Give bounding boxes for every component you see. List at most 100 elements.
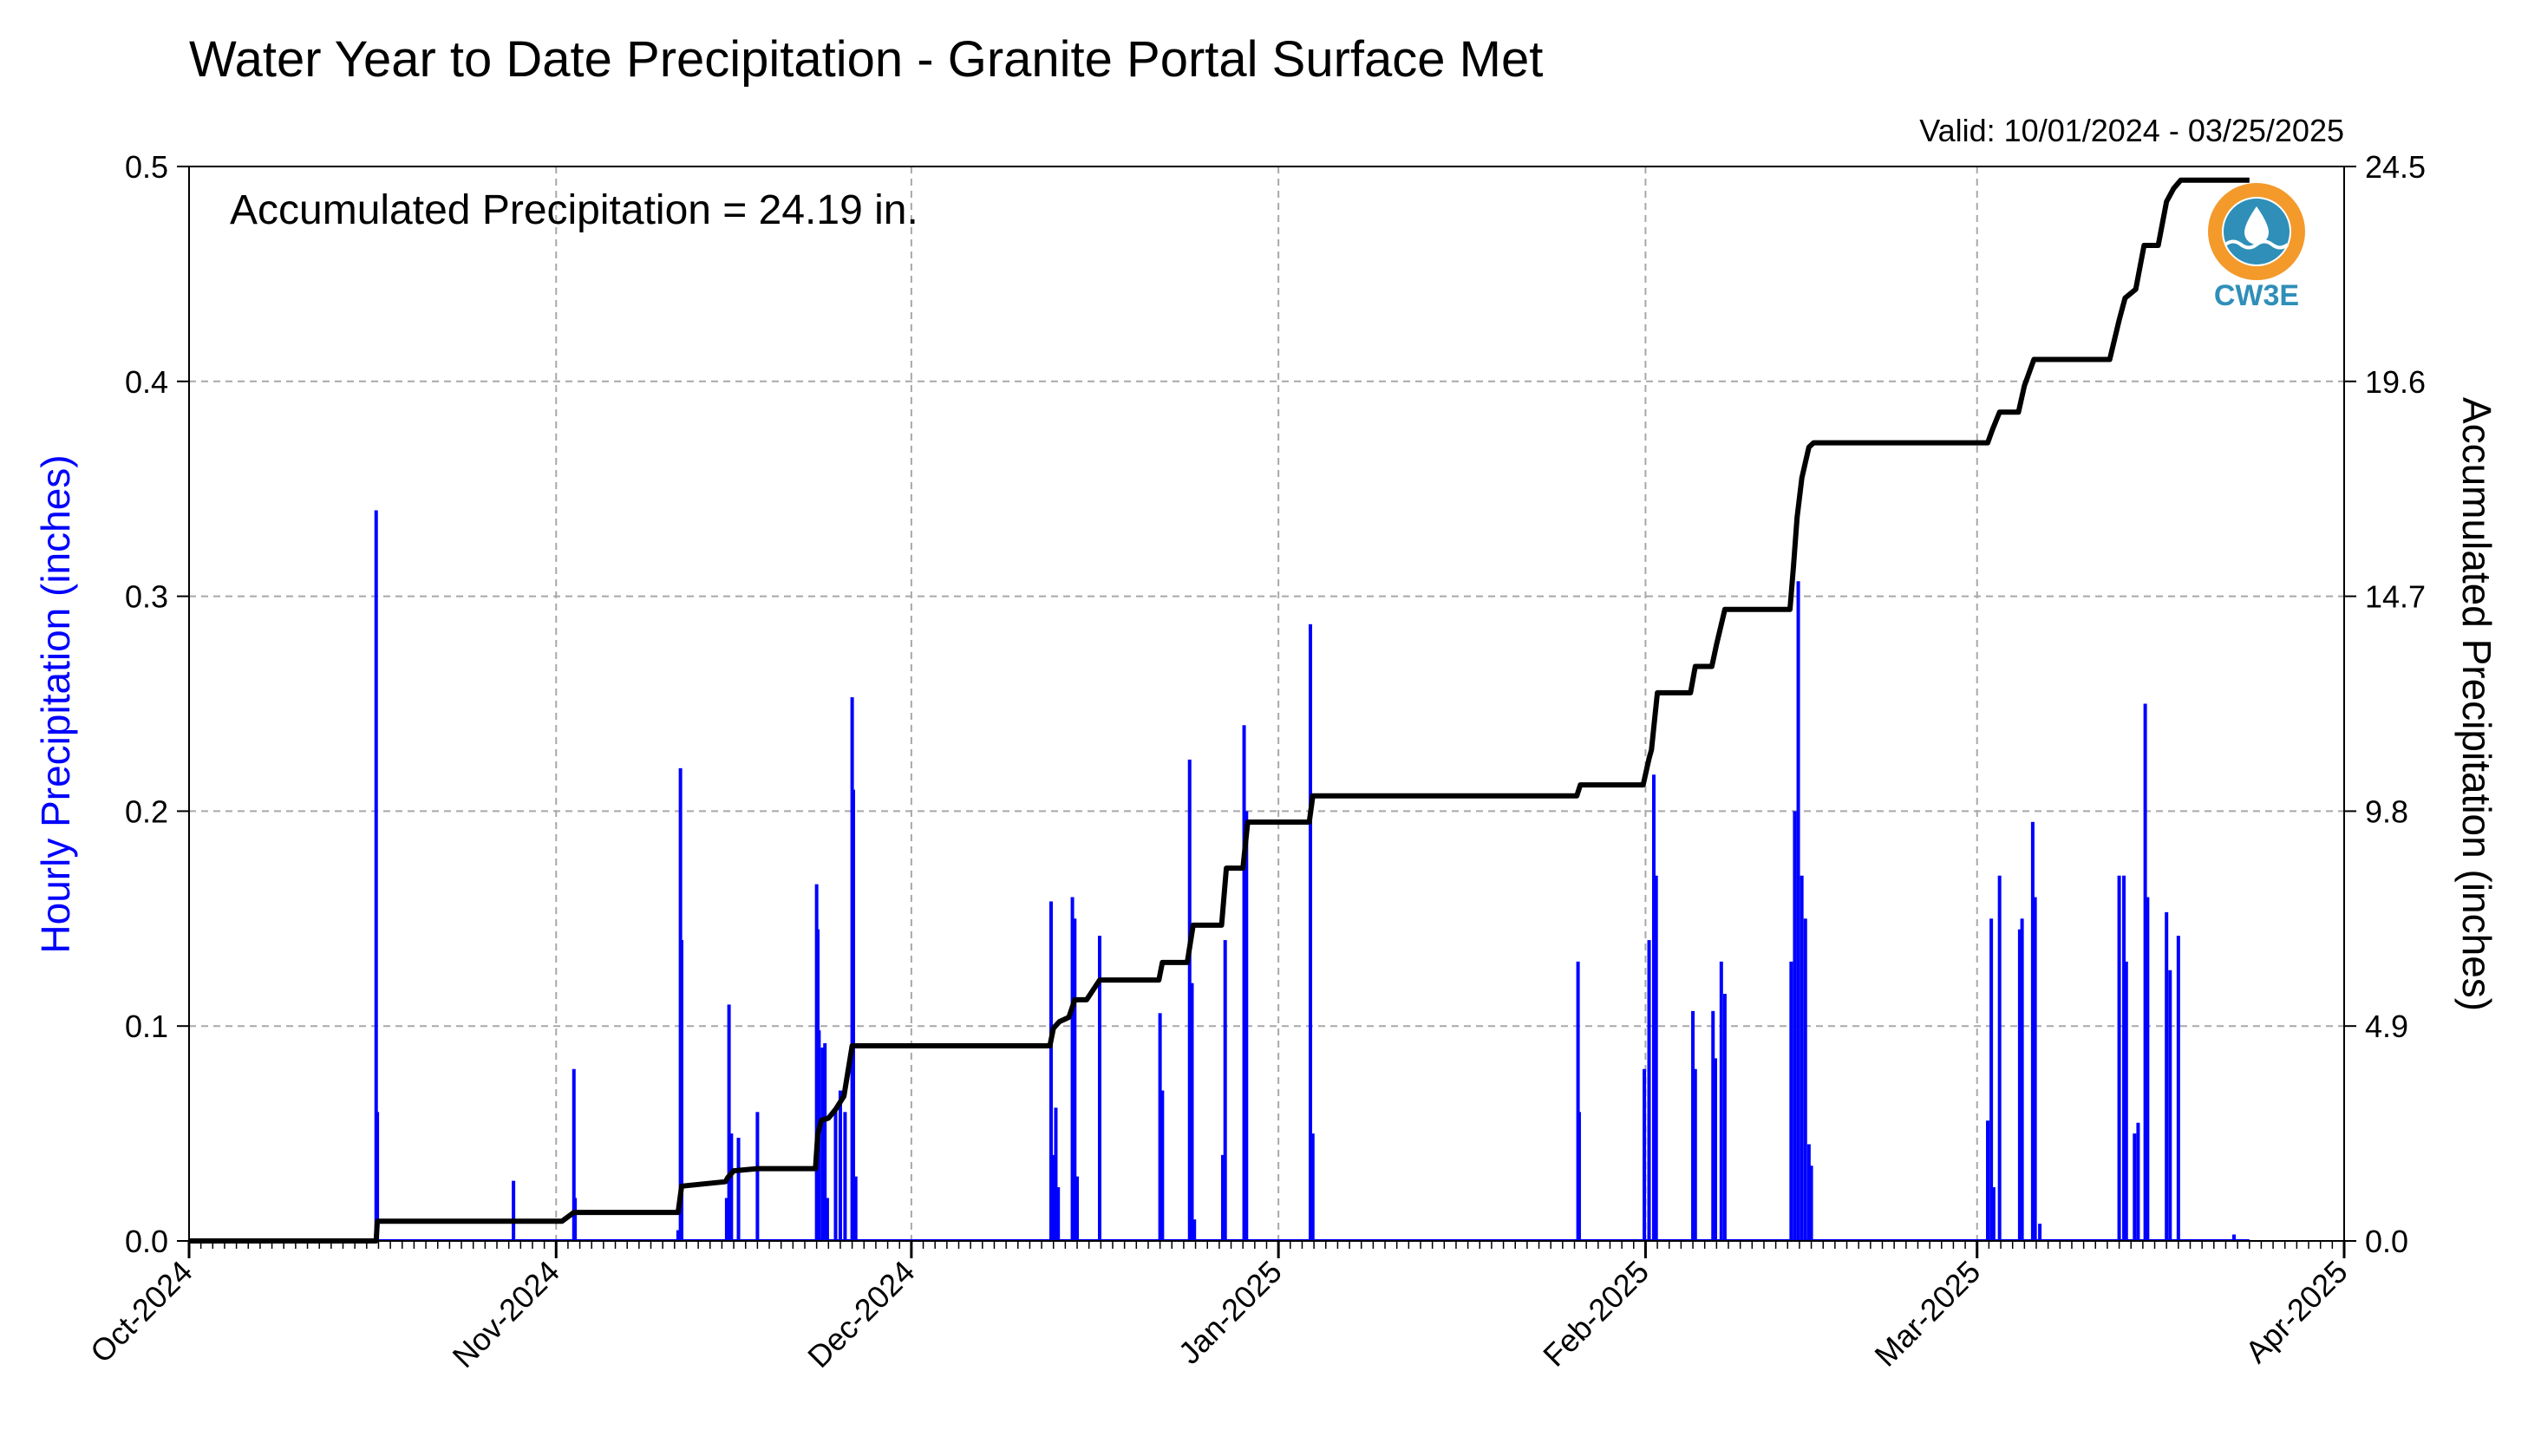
- chart-subtitle: Valid: 10/01/2024 - 03/25/2025: [1919, 113, 2344, 148]
- hourly-bar: [1051, 1154, 1055, 1241]
- hourly-bar: [676, 1230, 680, 1241]
- hourly-bar: [2117, 875, 2121, 1241]
- accumulated-line: [189, 177, 2250, 1244]
- hourly-bar: [1190, 983, 1194, 1241]
- hourly-bar: [512, 1180, 516, 1241]
- hourly-bar: [2124, 961, 2128, 1241]
- hourly-bar: [1192, 1219, 1197, 1241]
- left-tick-label: 0.3: [125, 579, 168, 615]
- hourly-bar: [833, 1107, 838, 1241]
- hourly-bar: [1800, 875, 1804, 1241]
- x-tick-label: Jan-2025: [1172, 1254, 1289, 1371]
- hourly-bar: [1309, 624, 1313, 1241]
- hourly-bar: [1693, 1068, 1697, 1241]
- left-tick-label: 0.0: [125, 1224, 168, 1259]
- hourly-bar: [1986, 1120, 1990, 1241]
- right-tick-label: 9.8: [2365, 793, 2408, 829]
- grid-lines: [189, 166, 2344, 1241]
- hourly-bar: [1789, 961, 1793, 1241]
- cw3e-logo: CW3E: [2208, 183, 2305, 312]
- hourly-bar: [1054, 1107, 1058, 1241]
- hourly-bar: [1719, 961, 1723, 1241]
- hourly-bar: [1223, 940, 1227, 1241]
- hourly-bar: [1722, 994, 1727, 1241]
- hourly-bar: [729, 1133, 734, 1241]
- hourly-bar: [1070, 897, 1075, 1241]
- accumulated-annotation: Accumulated Precipitation = 24.19 in.: [230, 187, 918, 233]
- right-tick-label: 19.6: [2365, 364, 2426, 400]
- hourly-bar: [1075, 1176, 1080, 1241]
- hourly-bar: [1577, 1112, 1581, 1241]
- x-tick-label: Feb-2025: [1536, 1254, 1656, 1374]
- hourly-bar: [1049, 901, 1053, 1241]
- hourly-bar: [825, 1198, 829, 1241]
- hourly-bars: [189, 510, 2250, 1241]
- hourly-bar: [1806, 1144, 1811, 1241]
- hourly-bar: [680, 940, 683, 1241]
- hourly-bar: [1097, 936, 1101, 1241]
- hourly-bar: [1691, 1010, 1695, 1241]
- hourly-bar: [2122, 875, 2126, 1241]
- hourly-bar: [1809, 1165, 1813, 1241]
- hourly-bar: [823, 1043, 827, 1241]
- hourly-bar: [1158, 1013, 1162, 1241]
- left-axis-ticks: 0.0 0.1 0.2 0.3 0.4 0.5: [125, 149, 189, 1259]
- logo-sun-ring: [2208, 183, 2305, 280]
- hourly-bar: [851, 789, 855, 1241]
- hourly-bar: [573, 1198, 578, 1241]
- hourly-bar: [727, 1004, 731, 1241]
- x-axis-ticks: Oct-2024 Nov-2024 Dec-2024 Jan-2025 Feb-2025…: [83, 1241, 2355, 1374]
- hourly-bar: [2033, 897, 2037, 1241]
- hourly-bar: [1989, 918, 1994, 1241]
- hourly-bar: [843, 1112, 847, 1241]
- hourly-bar: [1160, 1090, 1165, 1241]
- hourly-bar: [2030, 821, 2035, 1241]
- right-tick-label: 24.5: [2365, 149, 2426, 185]
- hourly-bar: [1073, 918, 1077, 1241]
- hourly-bar: [820, 1047, 825, 1241]
- hourly-bar: [376, 1112, 380, 1241]
- right-tick-label: 14.7: [2365, 579, 2426, 615]
- hourly-bar: [724, 1198, 728, 1241]
- hourly-bar: [374, 510, 378, 1241]
- right-axis-label: Accumulated Precipitation (inches): [2454, 397, 2499, 1011]
- hourly-bar: [1796, 581, 1800, 1241]
- hourly-bar: [1713, 1058, 1717, 1241]
- x-tick-label: Mar-2025: [1867, 1254, 1987, 1374]
- hourly-bar: [2136, 1122, 2140, 1241]
- hourly-bar: [838, 1090, 842, 1241]
- hourly-bar: [1997, 875, 2002, 1241]
- left-axis-label: Hourly Precipitation (inches): [33, 454, 78, 953]
- hourly-bar: [1220, 1154, 1225, 1241]
- hourly-bar: [1576, 961, 1580, 1241]
- hourly-bar: [1647, 940, 1651, 1241]
- hourly-bar: [2165, 911, 2169, 1241]
- hourly-bar: [1242, 725, 1246, 1241]
- hourly-bar: [2017, 929, 2022, 1241]
- hourly-bar: [2176, 936, 2180, 1241]
- hourly-bar: [1643, 1068, 1647, 1241]
- right-tick-label: 4.9: [2365, 1009, 2408, 1044]
- hourly-bar: [1711, 1010, 1715, 1241]
- hourly-bar: [1651, 774, 1656, 1241]
- hourly-bar: [1803, 918, 1807, 1241]
- hourly-bar: [1793, 811, 1797, 1241]
- right-tick-label: 0.0: [2365, 1224, 2408, 1259]
- x-tick-label: Oct-2024: [83, 1254, 199, 1370]
- left-tick-label: 0.1: [125, 1009, 168, 1044]
- chart-title: Water Year to Date Precipitation - Grani…: [189, 31, 1543, 88]
- hourly-bar: [2020, 918, 2024, 1241]
- logo-text: CW3E: [2214, 279, 2299, 312]
- x-tick-label: Dec-2024: [800, 1254, 921, 1374]
- x-tick-label: Apr-2025: [2238, 1254, 2355, 1370]
- hourly-bar: [755, 1112, 760, 1241]
- hourly-bar: [2133, 1133, 2137, 1241]
- hourly-bar: [1654, 875, 1658, 1241]
- hourly-bar: [1310, 1133, 1315, 1241]
- hourly-bar: [1991, 1187, 1996, 1241]
- hourly-bar: [853, 1176, 858, 1241]
- x-tick-label: Nov-2024: [446, 1254, 566, 1374]
- hourly-bar: [2168, 970, 2172, 1241]
- left-tick-label: 0.2: [125, 793, 168, 829]
